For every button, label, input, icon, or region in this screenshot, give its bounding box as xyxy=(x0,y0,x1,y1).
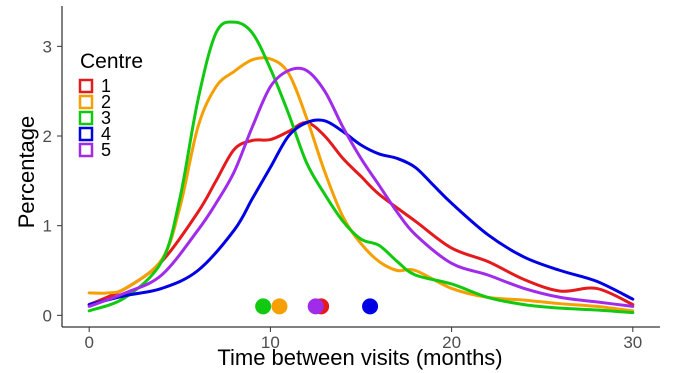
legend-title: Centre xyxy=(80,50,143,73)
marker-centre-4 xyxy=(362,298,379,315)
marker-centre-2 xyxy=(271,298,288,315)
x-axis-title: Time between visits (months) xyxy=(217,345,502,370)
legend-label-5: 5 xyxy=(101,140,111,160)
x-tick-label: 10 xyxy=(261,333,280,352)
x-tick-label: 30 xyxy=(623,333,642,352)
y-tick-label: 0 xyxy=(43,306,52,325)
y-axis-title: Percentage xyxy=(14,116,39,229)
legend-label-3: 3 xyxy=(101,108,111,128)
legend-key-1 xyxy=(78,78,94,94)
x-tick-label: 20 xyxy=(442,333,461,352)
legend-key-3 xyxy=(78,110,94,126)
y-tick-label: 1 xyxy=(43,217,52,236)
legend-label-4: 4 xyxy=(101,124,111,144)
legend-label-2: 2 xyxy=(101,92,111,112)
x-tick-label: 0 xyxy=(84,333,93,352)
series-line-4 xyxy=(87,118,635,307)
legend-key-5 xyxy=(78,142,94,158)
marker-centre-5 xyxy=(307,298,324,315)
series-line-5 xyxy=(87,66,635,308)
marker-centre-3 xyxy=(255,298,272,315)
y-tick-label: 3 xyxy=(43,37,52,56)
y-tick-label: 2 xyxy=(43,127,52,146)
series-line-3 xyxy=(87,20,635,315)
legend-label-1: 1 xyxy=(101,76,111,96)
series-layer xyxy=(87,20,635,315)
series-line-1 xyxy=(87,121,635,307)
median-markers xyxy=(255,298,379,315)
series-line-2 xyxy=(87,56,635,313)
legend-key-4 xyxy=(78,126,94,142)
legend-key-2 xyxy=(78,94,94,110)
